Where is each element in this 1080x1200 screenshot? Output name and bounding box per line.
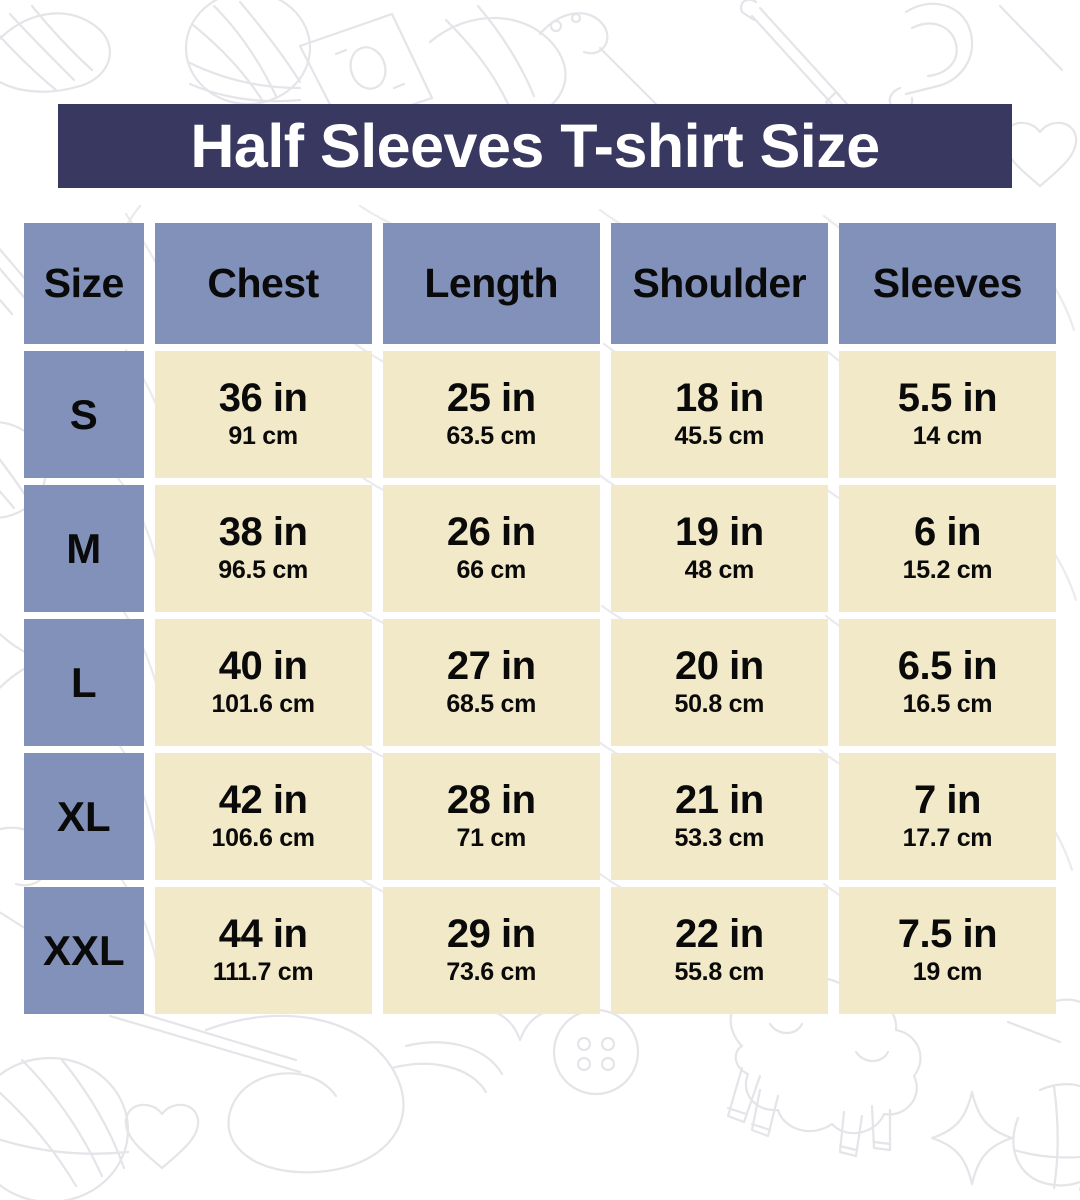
table-row: M 38 in 96.5 cm 26 in 66 cm 19 in 48 cm … [24, 485, 1056, 612]
column-header-length: Length [382, 223, 600, 344]
value-inches: 19 in [674, 509, 764, 554]
size-label: L [24, 619, 144, 746]
cell-chest: 42 in 106.6 cm [154, 753, 372, 880]
cell-length: 26 in 66 cm [382, 485, 600, 612]
size-label: XXL [24, 887, 144, 1014]
table-header-row: Size Chest Length Shoulder Sleeves [24, 223, 1056, 344]
cell-sleeves: 6 in 15.2 cm [838, 485, 1056, 612]
column-header-sleeves: Sleeves [838, 223, 1056, 344]
cell-sleeves: 7.5 in 19 cm [838, 887, 1056, 1014]
value-inches: 21 in [674, 777, 764, 822]
table-row: S 36 in 91 cm 25 in 63.5 cm 18 in 45.5 c… [24, 351, 1056, 478]
value-inches: 42 in [218, 777, 308, 822]
cell-length: 28 in 71 cm [382, 753, 600, 880]
value-inches: 5.5 in [897, 375, 998, 420]
title-banner: Half Sleeves T-shirt Size [58, 104, 1012, 188]
value-cm: 16.5 cm [902, 689, 993, 718]
size-label: XL [24, 753, 144, 880]
cell-chest: 36 in 91 cm [154, 351, 372, 478]
page-title: Half Sleeves T-shirt Size [190, 111, 880, 180]
column-header-chest: Chest [154, 223, 372, 344]
cell-sleeves: 5.5 in 14 cm [838, 351, 1056, 478]
value-inches: 38 in [218, 509, 308, 554]
value-cm: 14 cm [912, 421, 983, 450]
cell-length: 25 in 63.5 cm [382, 351, 600, 478]
value-inches: 7.5 in [897, 911, 998, 956]
value-cm: 48 cm [684, 555, 755, 584]
value-cm: 55.8 cm [674, 957, 765, 986]
value-cm: 68.5 cm [446, 689, 537, 718]
table-row: XXL 44 in 111.7 cm 29 in 73.6 cm 22 in 5… [24, 887, 1056, 1014]
column-header-size: Size [24, 223, 144, 344]
value-cm: 63.5 cm [446, 421, 537, 450]
value-cm: 71 cm [456, 823, 527, 852]
value-inches: 25 in [446, 375, 536, 420]
size-label: S [24, 351, 144, 478]
value-inches: 44 in [218, 911, 308, 956]
size-label: M [24, 485, 144, 612]
value-inches: 6.5 in [897, 643, 998, 688]
value-cm: 106.6 cm [211, 823, 315, 852]
column-header-shoulder: Shoulder [610, 223, 828, 344]
cell-shoulder: 21 in 53.3 cm [610, 753, 828, 880]
value-inches: 7 in [913, 777, 981, 822]
cell-shoulder: 20 in 50.8 cm [610, 619, 828, 746]
cell-length: 27 in 68.5 cm [382, 619, 600, 746]
size-chart-table: Size Chest Length Shoulder Sleeves S 36 … [13, 216, 1067, 1021]
value-inches: 20 in [674, 643, 764, 688]
table-row: L 40 in 101.6 cm 27 in 68.5 cm 20 in 50.… [24, 619, 1056, 746]
cell-shoulder: 19 in 48 cm [610, 485, 828, 612]
cell-sleeves: 6.5 in 16.5 cm [838, 619, 1056, 746]
value-cm: 111.7 cm [212, 957, 314, 986]
table-row: XL 42 in 106.6 cm 28 in 71 cm 21 in 53.3… [24, 753, 1056, 880]
value-cm: 53.3 cm [674, 823, 765, 852]
value-inches: 29 in [446, 911, 536, 956]
cell-sleeves: 7 in 17.7 cm [838, 753, 1056, 880]
value-cm: 19 cm [912, 957, 983, 986]
value-inches: 36 in [218, 375, 308, 420]
cell-chest: 44 in 111.7 cm [154, 887, 372, 1014]
value-cm: 15.2 cm [902, 555, 993, 584]
value-cm: 96.5 cm [218, 555, 308, 584]
cell-shoulder: 22 in 55.8 cm [610, 887, 828, 1014]
value-inches: 18 in [674, 375, 764, 420]
value-cm: 50.8 cm [674, 689, 765, 718]
value-cm: 45.5 cm [674, 421, 765, 450]
value-cm: 101.6 cm [211, 689, 315, 718]
value-inches: 22 in [674, 911, 764, 956]
value-cm: 66 cm [456, 555, 527, 584]
value-cm: 17.7 cm [902, 823, 993, 852]
value-inches: 40 in [218, 643, 308, 688]
cell-shoulder: 18 in 45.5 cm [610, 351, 828, 478]
value-cm: 91 cm [228, 421, 298, 450]
value-inches: 28 in [446, 777, 536, 822]
value-inches: 6 in [913, 509, 981, 554]
value-cm: 73.6 cm [446, 957, 537, 986]
value-inches: 26 in [446, 509, 536, 554]
cell-chest: 40 in 101.6 cm [154, 619, 372, 746]
cell-chest: 38 in 96.5 cm [154, 485, 372, 612]
cell-length: 29 in 73.6 cm [382, 887, 600, 1014]
value-inches: 27 in [446, 643, 536, 688]
